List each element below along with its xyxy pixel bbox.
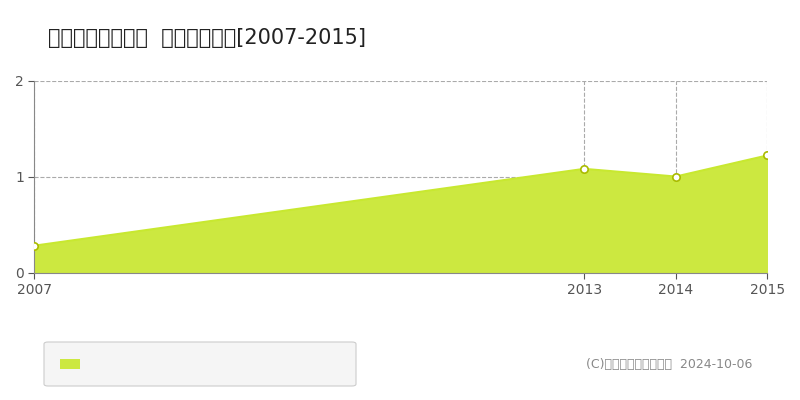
Point [761, 152, 774, 159]
Text: (C)土地価格ドットコム  2024-10-06: (C)土地価格ドットコム 2024-10-06 [586, 358, 752, 370]
Text: 土地価格 平均坤単価(万円/坤): 土地価格 平均坤単価(万円/坤) [92, 357, 212, 371]
Point [578, 166, 590, 172]
Text: 大沼郡金山町大塩  土地価格推移[2007-2015]: 大沼郡金山町大塩 土地価格推移[2007-2015] [48, 28, 366, 48]
Point [670, 173, 682, 180]
Point [28, 242, 41, 249]
